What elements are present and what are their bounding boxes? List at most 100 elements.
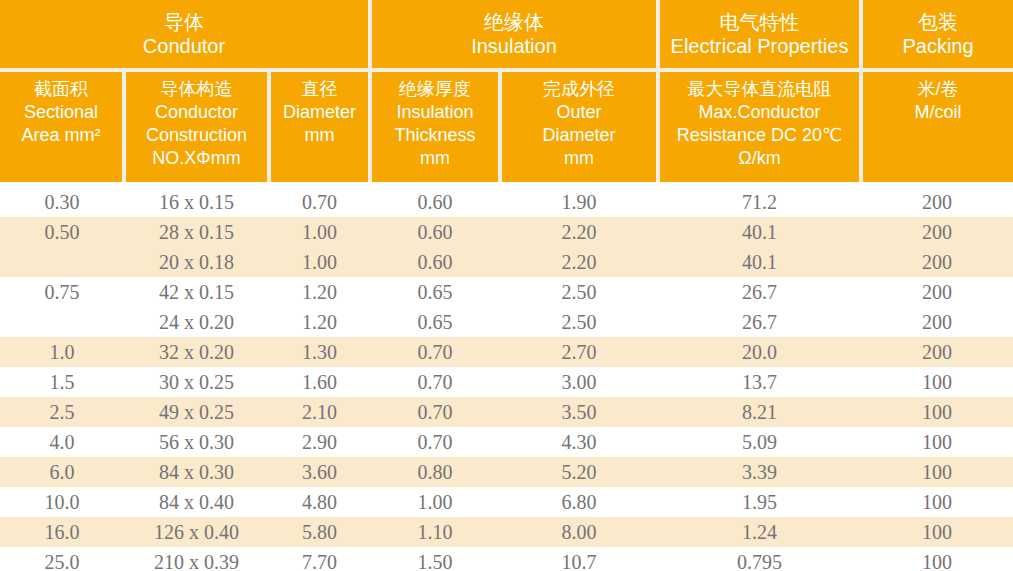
cell: 100 <box>861 487 1013 517</box>
cell: 200 <box>861 277 1013 307</box>
cell: 0.30 <box>0 185 124 218</box>
header-group-electrical-properties: 电气特性Electrical Properties <box>658 0 861 70</box>
cell: 3.00 <box>500 367 658 397</box>
cell: 0.70 <box>370 367 500 397</box>
cell: 2.50 <box>500 277 658 307</box>
column-header-diameter: 直径Diametermm <box>269 70 370 185</box>
cell: 100 <box>861 427 1013 457</box>
cell: 0.795 <box>658 547 861 571</box>
cell: 30 x 0.25 <box>124 367 269 397</box>
cell: 200 <box>861 185 1013 218</box>
cell: 71.2 <box>658 185 861 218</box>
cell: 1.30 <box>269 337 370 367</box>
cell: 2.5 <box>0 397 124 427</box>
cell: 1.95 <box>658 487 861 517</box>
cell: 126 x 0.40 <box>124 517 269 547</box>
cell: 6.80 <box>500 487 658 517</box>
cell: 16 x 0.15 <box>124 185 269 218</box>
column-header-meters-per-coil: 米/卷M/coil <box>861 70 1013 185</box>
cell: 0.70 <box>370 337 500 367</box>
cell: 49 x 0.25 <box>124 397 269 427</box>
table-row: 20 x 0.181.000.602.2040.1200 <box>0 247 1013 277</box>
header-line: Condutor <box>0 34 368 58</box>
header-line: 导体构造 <box>126 78 267 101</box>
cell: 4.80 <box>269 487 370 517</box>
header-line: Thickness <box>372 124 498 147</box>
cell: 1.00 <box>370 487 500 517</box>
header-line: Ω/km <box>660 147 859 170</box>
cell: 20 x 0.18 <box>124 247 269 277</box>
header-line: mm <box>372 147 498 170</box>
cell: 2.50 <box>500 307 658 337</box>
cell: 56 x 0.30 <box>124 427 269 457</box>
cell: 0.50 <box>0 217 124 247</box>
cell: 1.50 <box>370 547 500 571</box>
cell: 3.60 <box>269 457 370 487</box>
table-row: 2.549 x 0.252.100.703.508.21100 <box>0 397 1013 427</box>
cell <box>0 247 124 277</box>
table-row: 24 x 0.201.200.652.5026.7200 <box>0 307 1013 337</box>
table-row: 16.0126 x 0.405.801.108.001.24100 <box>0 517 1013 547</box>
cell: 2.20 <box>500 247 658 277</box>
cell: 3.39 <box>658 457 861 487</box>
cell <box>0 307 124 337</box>
cell: 28 x 0.15 <box>124 217 269 247</box>
column-header-conductor-construction: 导体构造ConductorConstructionNO.XΦmm <box>124 70 269 185</box>
cell: 2.20 <box>500 217 658 247</box>
header-line: 电气特性 <box>660 10 859 34</box>
header-line: Packing <box>863 34 1013 58</box>
cell: 200 <box>861 247 1013 277</box>
table-row: 1.032 x 0.201.300.702.7020.0200 <box>0 337 1013 367</box>
column-header-sectional-area: 截面积SectionalArea mm² <box>0 70 124 185</box>
cell: 7.70 <box>269 547 370 571</box>
column-header-outer-diameter: 完成外径OuterDiametermm <box>500 70 658 185</box>
cell: 0.60 <box>370 247 500 277</box>
table-row: 25.0210 x 0.397.701.5010.70.795100 <box>0 547 1013 571</box>
cell: 0.70 <box>269 185 370 218</box>
header-group-packing: 包装Packing <box>861 0 1013 70</box>
header-line: Max.Conductor <box>660 101 859 124</box>
header-line: Conductor <box>126 101 267 124</box>
table-row: 0.3016 x 0.150.700.601.9071.2200 <box>0 185 1013 218</box>
cell: 200 <box>861 307 1013 337</box>
header-line: 米/卷 <box>863 78 1013 101</box>
cell: 5.20 <box>500 457 658 487</box>
cable-spec-table: 导体Condutor 绝缘体Insulation 电气特性Electrical … <box>0 0 1013 571</box>
header-line: mm <box>502 147 656 170</box>
cell: 200 <box>861 217 1013 247</box>
cell: 6.0 <box>0 457 124 487</box>
header-line: 最大导体直流电阻 <box>660 78 859 101</box>
cell: 5.09 <box>658 427 861 457</box>
cell: 4.30 <box>500 427 658 457</box>
cell: 42 x 0.15 <box>124 277 269 307</box>
cell: 100 <box>861 547 1013 571</box>
cell: 1.5 <box>0 367 124 397</box>
table-row: 6.084 x 0.303.600.805.203.39100 <box>0 457 1013 487</box>
header-line: 直径 <box>271 78 368 101</box>
header-line: 完成外径 <box>502 78 656 101</box>
cell: 84 x 0.40 <box>124 487 269 517</box>
cell: 1.10 <box>370 517 500 547</box>
table-row: 0.5028 x 0.151.000.602.2040.1200 <box>0 217 1013 247</box>
header-line: 绝缘体 <box>372 10 656 34</box>
cell: 25.0 <box>0 547 124 571</box>
header-group-insulation: 绝缘体Insulation <box>370 0 658 70</box>
header-column-row: 截面积SectionalArea mm² 导体构造ConductorConstr… <box>0 70 1013 185</box>
cell: 8.21 <box>658 397 861 427</box>
header-line: Outer <box>502 101 656 124</box>
cell: 100 <box>861 397 1013 427</box>
table-header: 导体Condutor 绝缘体Insulation 电气特性Electrical … <box>0 0 1013 185</box>
cell: 1.00 <box>269 247 370 277</box>
table-row: 1.530 x 0.251.600.703.0013.7100 <box>0 367 1013 397</box>
cell: 24 x 0.20 <box>124 307 269 337</box>
cell: 1.20 <box>269 277 370 307</box>
cell: 0.70 <box>370 427 500 457</box>
cell: 4.0 <box>0 427 124 457</box>
cell: 40.1 <box>658 217 861 247</box>
header-line: Insulation <box>372 34 656 58</box>
header-line: NO.XΦmm <box>126 147 267 170</box>
cell: 2.10 <box>269 397 370 427</box>
cell: 26.7 <box>658 277 861 307</box>
header-line: Electrical Properties <box>660 34 859 58</box>
cell: 40.1 <box>658 247 861 277</box>
